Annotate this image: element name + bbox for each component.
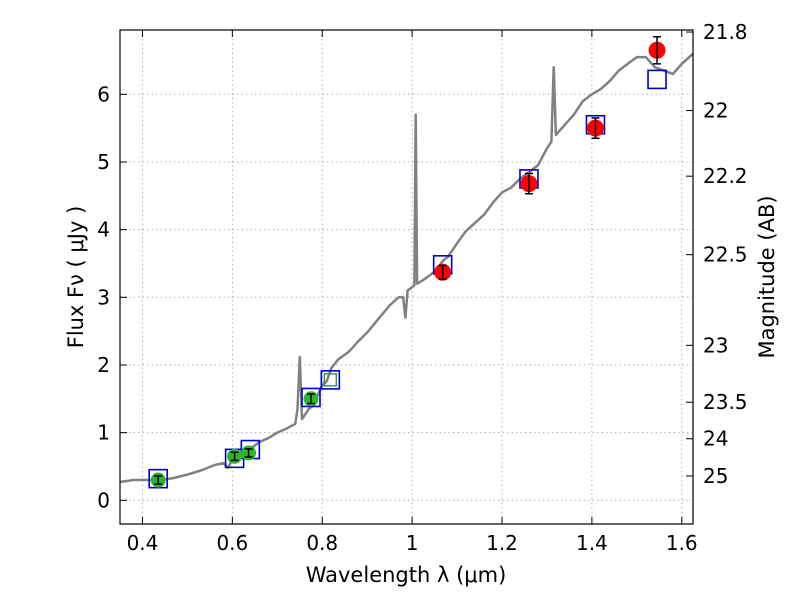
plot-frame xyxy=(119,29,694,525)
y-tick-label: 1 xyxy=(97,421,110,445)
y-tick-label: 4 xyxy=(97,218,110,242)
right-y-axis-label: Magnitude (AB) xyxy=(755,195,779,358)
mag-tick-label: 22.5 xyxy=(703,243,748,267)
mag-tick-label: 24 xyxy=(703,427,728,451)
mag-tick-label: 22 xyxy=(703,99,728,123)
y-tick-label: 0 xyxy=(97,488,110,512)
mag-tick-label: 22.2 xyxy=(703,164,748,188)
model-flux-square xyxy=(647,69,667,90)
x-tick-label: 0.6 xyxy=(216,531,248,555)
mag-tick-label: 25 xyxy=(703,464,728,488)
x-tick-label: 0.4 xyxy=(127,531,159,555)
x-tick-label: 1.2 xyxy=(486,531,518,555)
axis-ticks xyxy=(120,30,693,524)
y-tick-label: 2 xyxy=(97,353,110,377)
x-tick-label: 1.6 xyxy=(666,531,698,555)
observed-photometry-series xyxy=(150,36,666,488)
mag-tick-label: 23 xyxy=(703,333,728,357)
axis-tick-labels: 0.4 0.6 0.8 1 1.2 1.4 1.6012345621.82222.222.5… xyxy=(97,20,747,555)
x-tick-label: 1 xyxy=(406,531,419,555)
x-tick-label: 1.4 xyxy=(576,531,608,555)
x-axis-label: Wavelength λ (μm) xyxy=(306,563,507,587)
model-flux-square xyxy=(320,370,341,390)
x-tick-label: 0.8 xyxy=(306,531,338,555)
y-tick-label: 3 xyxy=(97,285,110,309)
y-axis-label: Flux Fν ( μJy ) xyxy=(64,206,88,349)
model-flux-square xyxy=(148,468,168,489)
model-flux-square-inner xyxy=(323,373,338,387)
mag-tick-label: 21.8 xyxy=(703,20,748,44)
y-tick-label: 6 xyxy=(97,82,110,106)
y-tick-label: 5 xyxy=(97,150,110,174)
mag-tick-label: 23.5 xyxy=(703,390,748,414)
model-flux-square xyxy=(301,387,321,408)
grid-lines xyxy=(120,30,693,524)
